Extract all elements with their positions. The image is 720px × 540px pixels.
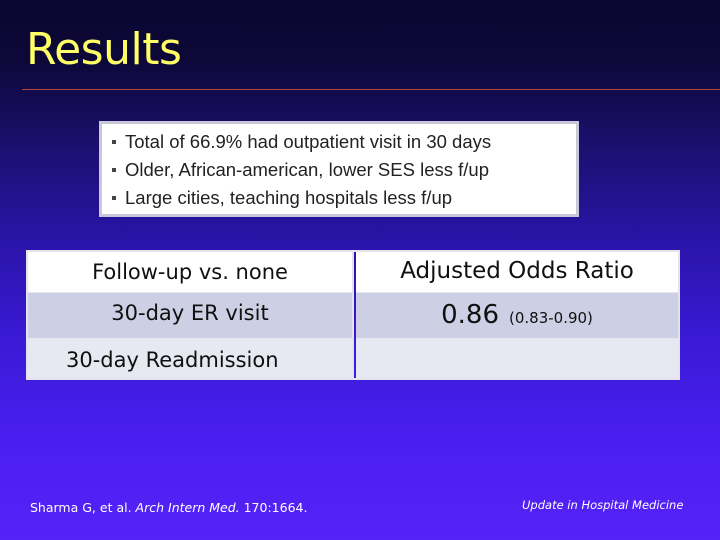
results-table: Follow-up vs. none Adjusted Odds Ratio 3… [26, 250, 680, 380]
row-value-er-visit: 0.86 (0.83-0.90) [356, 292, 678, 338]
citation: Sharma G, et al. Arch Intern Med. 170:16… [30, 500, 307, 515]
citation-authors: Sharma G, et al. [30, 500, 132, 515]
bullet-item: Total of 66.9% had outpatient visit in 3… [110, 128, 568, 156]
citation-journal: Arch Intern Med. [135, 500, 240, 515]
title-divider [22, 89, 720, 90]
table-header-left: Follow-up vs. none [28, 252, 354, 292]
bullet-square-icon [112, 139, 116, 144]
odds-ratio-value: 0.86 [441, 300, 499, 330]
bullet-text: Total of 66.9% had outpatient visit in 3… [125, 131, 492, 152]
row-label-er-visit: 30-day ER visit [28, 292, 354, 338]
citation-reference: 170:1664. [243, 500, 308, 515]
bullet-item: Older, African-american, lower SES less … [110, 156, 568, 184]
slide-title: Results [26, 24, 182, 75]
series-name: Update in Hospital Medicine [522, 498, 684, 512]
bullet-box: Total of 66.9% had outpatient visit in 3… [99, 121, 579, 217]
row-value-readmission [356, 338, 678, 378]
bullet-text: Older, African-american, lower SES less … [125, 159, 489, 180]
bullet-square-icon [112, 167, 116, 172]
bullet-text: Large cities, teaching hospitals less f/… [125, 187, 453, 208]
bullet-list: Total of 66.9% had outpatient visit in 3… [110, 128, 568, 212]
bullet-item: Large cities, teaching hospitals less f/… [110, 184, 568, 212]
table-header-right: Adjusted Odds Ratio [356, 252, 678, 292]
bullet-square-icon [112, 195, 116, 200]
row-label-readmission: 30-day Readmission [28, 338, 354, 378]
confidence-interval: (0.83-0.90) [508, 309, 593, 327]
